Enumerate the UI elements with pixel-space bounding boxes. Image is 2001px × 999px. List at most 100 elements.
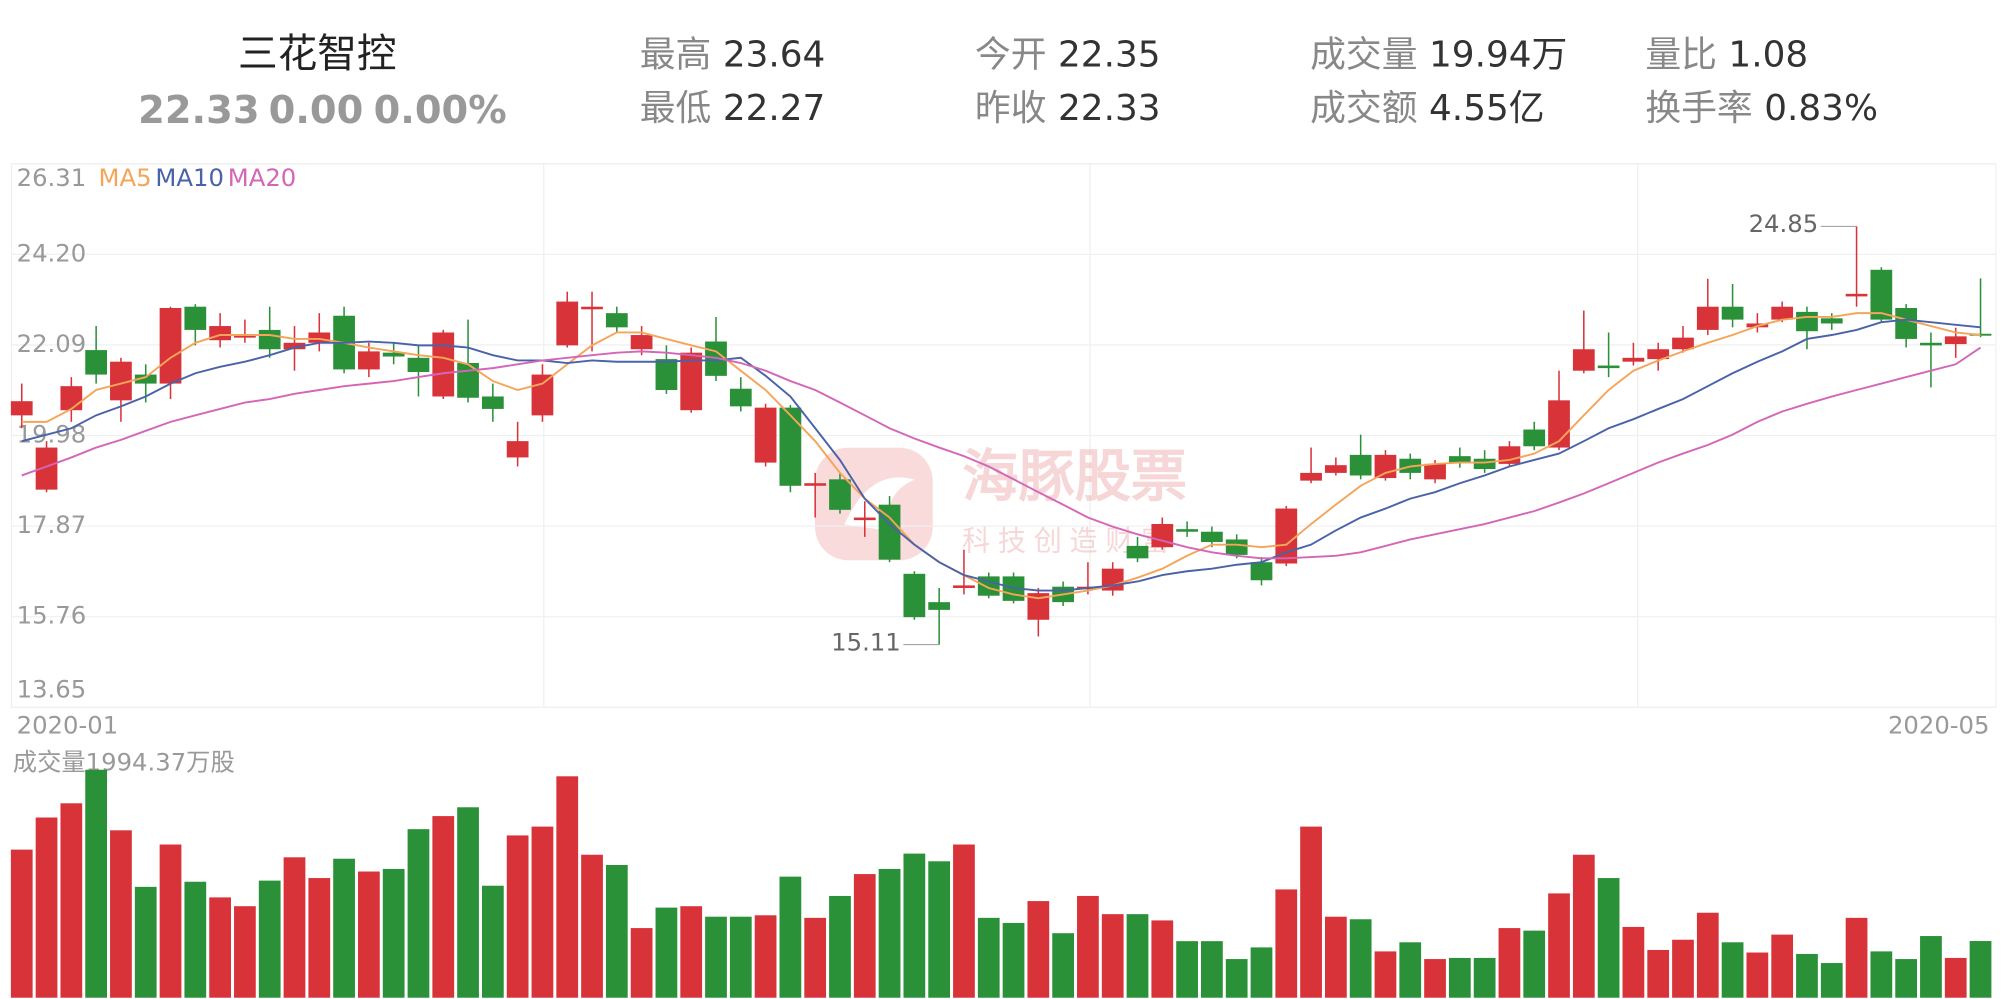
volume-bar: [556, 776, 579, 998]
candle-body: [754, 407, 777, 463]
candle-body: [85, 350, 108, 375]
candle-body: [1796, 311, 1818, 332]
volume-bar: [134, 886, 157, 998]
stat-label: 量比: [1645, 34, 1717, 75]
volume-bar: [754, 915, 777, 998]
volume-bar: [1448, 957, 1471, 998]
stat-value: 23.64: [723, 34, 825, 75]
candle-body: [1324, 465, 1347, 473]
candle-body: [1845, 293, 1868, 297]
volume-bar: [1374, 951, 1397, 998]
candle-body: [234, 335, 256, 338]
candle-body: [258, 329, 281, 350]
candle-body: [1448, 456, 1471, 463]
volume-bar: [804, 917, 827, 998]
candle-body: [531, 374, 554, 416]
volume-bar: [1498, 928, 1521, 998]
volume-bar: [1225, 959, 1248, 998]
candle-body: [729, 388, 752, 407]
ma-line: [21, 318, 1981, 592]
volume-bar: [903, 853, 926, 998]
stat-label: 今开: [975, 34, 1047, 75]
volume-bar: [581, 854, 603, 998]
volume-bar: [531, 826, 554, 998]
candle-body: [1672, 337, 1694, 350]
volume-bar: [829, 895, 851, 998]
volume-bar: [1523, 930, 1546, 998]
watermark-logo-mark: [844, 477, 915, 531]
y-tick-label: 13.65: [17, 675, 87, 704]
volume-bar: [1151, 920, 1174, 998]
stat-label: 昨收: [975, 88, 1047, 129]
legend-entry: MA20: [228, 163, 297, 192]
volume-bar: [1399, 942, 1422, 998]
candle-body: [605, 313, 628, 328]
volume-bar: [1349, 919, 1372, 998]
volume-title: 成交量1994.37万股: [13, 748, 235, 777]
volume-bar: [1597, 878, 1620, 998]
volume-bar: [308, 878, 331, 998]
candle-body: [1870, 269, 1893, 320]
volume-bar: [1944, 957, 1967, 998]
candle-body: [1721, 306, 1744, 320]
candle-body: [1944, 336, 1967, 345]
volume-bar: [1027, 901, 1050, 998]
y-tick-label: 24.20: [17, 238, 87, 267]
y-tick-label: 26.31: [17, 163, 87, 192]
volume-bar: [1845, 917, 1868, 998]
candle-body: [1647, 349, 1670, 360]
candle-body: [184, 306, 207, 330]
stat-value: 22.33: [1058, 88, 1160, 129]
volume-bar: [234, 906, 256, 998]
watermark-title: 海豚股票: [962, 444, 1187, 509]
ma-line: [21, 312, 1981, 600]
candle-body: [977, 576, 1000, 596]
volume-bar: [680, 906, 703, 998]
candle-body: [829, 479, 851, 510]
volume-bar: [1920, 936, 1942, 998]
volume-bar: [432, 816, 455, 998]
candle-body: [853, 517, 876, 521]
candle-body: [1572, 349, 1595, 371]
volume-bar: [1250, 947, 1273, 998]
stock-name: 三花智控: [238, 31, 397, 77]
candle-body: [1027, 593, 1050, 620]
candle-body: [457, 362, 479, 398]
candle-body: [1349, 454, 1372, 476]
y-tick-label: 15.76: [17, 601, 87, 630]
volume-bar: [283, 857, 306, 998]
volume-bar: [481, 885, 504, 998]
candle-body: [134, 374, 157, 384]
volume-bar: [1820, 963, 1843, 998]
stat-label: 最低: [640, 88, 712, 129]
candle-body: [779, 407, 802, 486]
candle-body: [358, 351, 380, 370]
candle-body: [159, 308, 182, 384]
ma-line: [21, 346, 1982, 560]
volume-bar: [729, 916, 752, 998]
candle-body: [1597, 365, 1620, 369]
stat-value: 0.83%: [1764, 88, 1878, 129]
volume-bar: [60, 803, 83, 998]
candle-body: [60, 386, 83, 411]
candle-body: [953, 585, 975, 588]
candle-body: [506, 441, 529, 458]
volume-bar: [1746, 952, 1769, 998]
change-pct: 0.00%: [374, 88, 507, 133]
volume-bar: [1647, 949, 1670, 998]
candle-body: [581, 306, 603, 310]
candle-body: [1523, 429, 1546, 447]
volume-bar: [110, 830, 132, 998]
candle-body: [630, 335, 653, 350]
volume-bar: [258, 880, 281, 998]
volume-bar: [358, 871, 380, 998]
candle-body: [1473, 458, 1496, 470]
candle-body: [1696, 306, 1719, 330]
volume-bar: [1895, 959, 1918, 998]
plot: 26.3124.2022.0919.9817.8715.7613.652020-…: [10, 163, 1996, 998]
legend-entry: MA5: [99, 163, 152, 192]
candle-body: [1250, 562, 1273, 581]
extreme-label: 24.85: [1749, 209, 1819, 238]
candle-body: [481, 396, 504, 409]
